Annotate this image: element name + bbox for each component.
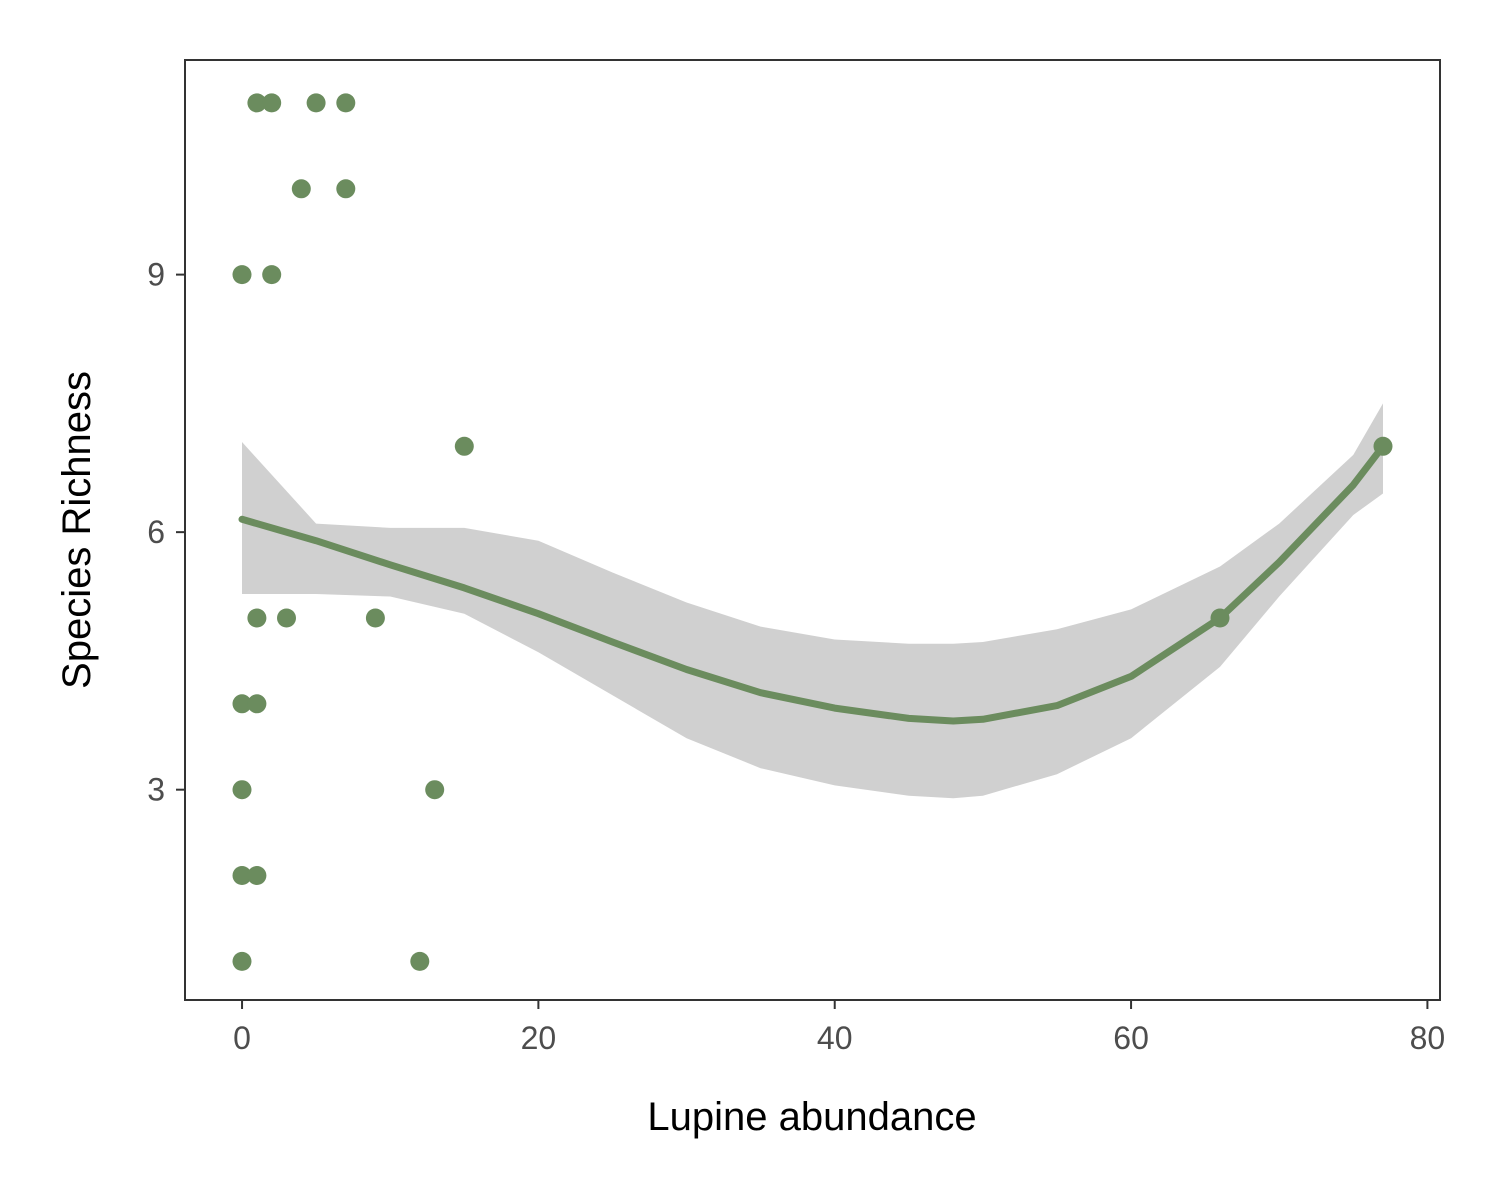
data-point <box>247 608 267 628</box>
data-point <box>1210 608 1230 628</box>
data-point <box>336 179 356 199</box>
data-point <box>262 93 282 113</box>
x-tick-label: 80 <box>1410 1020 1446 1056</box>
x-tick-label: 20 <box>521 1020 557 1056</box>
data-point <box>336 93 356 113</box>
x-tick-label: 0 <box>233 1020 251 1056</box>
plot-panel-border <box>184 59 1441 1001</box>
data-point <box>277 608 296 628</box>
data-point <box>247 93 267 113</box>
data-point <box>306 93 326 113</box>
y-tick-label: 9 <box>147 257 165 293</box>
data-point <box>232 951 252 971</box>
data-point <box>365 608 385 628</box>
smooth-fit-line <box>238 442 1387 725</box>
data-point <box>247 866 267 885</box>
data-point <box>410 951 430 971</box>
y-axis-title: Species Richness <box>55 371 99 689</box>
y-tick-label: 3 <box>147 772 165 808</box>
data-point <box>1373 436 1393 456</box>
data-point <box>232 265 252 285</box>
x-axis-title: Lupine abundance <box>647 1095 976 1139</box>
data-point <box>247 694 267 714</box>
data-point <box>232 780 252 800</box>
data-point <box>291 179 311 199</box>
y-tick-label: 6 <box>147 514 165 550</box>
x-tick-label: 60 <box>1113 1020 1149 1056</box>
data-point <box>425 780 445 800</box>
data-point <box>262 265 282 285</box>
confidence-band <box>242 403 1383 799</box>
data-point <box>454 436 474 456</box>
x-tick-label: 40 <box>817 1020 853 1056</box>
data-point <box>232 694 252 714</box>
data-point <box>232 866 252 885</box>
